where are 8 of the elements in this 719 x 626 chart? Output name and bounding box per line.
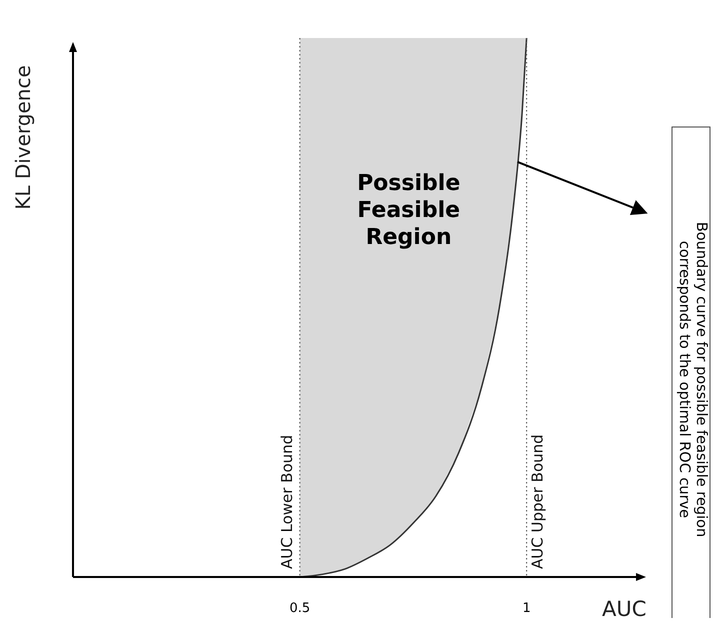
text: Boundary curve for possible feasible region corresponds to the optimal ROC curve <box>676 222 709 538</box>
x-axis-title: AUC <box>602 597 646 621</box>
annotation: Possible Feasible Region <box>357 170 460 250</box>
x-tick-label: 0.5 <box>289 601 310 616</box>
ref-line-label: AUC Upper Bound <box>528 434 547 569</box>
x-tick-label: 1 <box>522 601 531 616</box>
ref-line-label: AUC Lower Bound <box>278 434 296 569</box>
y-axis-title: KL Divergence <box>11 65 35 210</box>
